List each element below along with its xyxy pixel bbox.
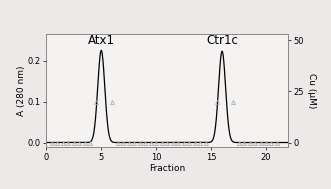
Text: Ctr1c: Ctr1c bbox=[206, 34, 238, 47]
Text: Atx1: Atx1 bbox=[88, 34, 115, 47]
X-axis label: Fraction: Fraction bbox=[149, 164, 185, 173]
Y-axis label: A (280 nm): A (280 nm) bbox=[17, 65, 25, 116]
Y-axis label: Cu (μM): Cu (μM) bbox=[307, 73, 316, 108]
